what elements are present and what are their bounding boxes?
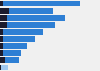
Bar [0,29,3,35]
Bar [3,43,27,49]
Bar [7,15,65,21]
Bar [0,22,7,28]
Bar [5,57,19,63]
Bar [0,50,3,56]
Bar [0,15,7,21]
Bar [3,1,80,6]
Bar [3,36,35,42]
Bar [0,36,3,42]
Bar [1,65,8,70]
Bar [9,8,53,14]
Bar [7,22,55,28]
Bar [0,8,9,14]
Bar [0,65,1,70]
Bar [0,1,3,6]
Bar [3,29,43,35]
Bar [0,43,3,49]
Bar [0,57,5,63]
Bar [3,50,21,56]
